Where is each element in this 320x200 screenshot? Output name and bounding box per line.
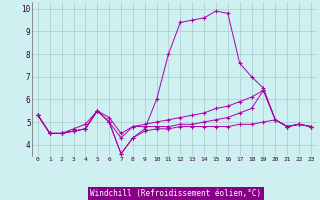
- Text: Windchill (Refroidissement éolien,°C): Windchill (Refroidissement éolien,°C): [91, 189, 261, 198]
